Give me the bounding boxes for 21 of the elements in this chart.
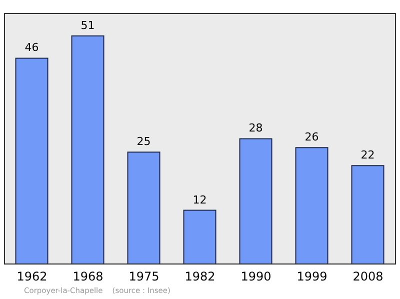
x-tick-label: 1982: [184, 270, 216, 284]
bar: [351, 165, 384, 264]
bar: [15, 58, 48, 264]
bar: [127, 152, 160, 264]
bar: [295, 147, 328, 264]
data-label: 22: [360, 148, 375, 162]
data-label: 46: [24, 41, 39, 54]
data-label: 25: [136, 135, 151, 148]
x-tick-label: 1999: [296, 270, 328, 284]
data-label: 26: [304, 130, 319, 144]
x-tick-label: 1962: [16, 270, 48, 284]
data-label: 51: [80, 18, 95, 32]
data-label: 28: [248, 122, 263, 135]
x-tick-label: 1990: [240, 270, 272, 284]
x-tick-label: 1975: [128, 270, 160, 284]
data-label: 12: [192, 193, 207, 206]
x-tick-label: 1968: [72, 270, 104, 284]
bar: [71, 35, 104, 264]
bar: [239, 138, 272, 264]
bar: [183, 210, 216, 264]
x-tick-label: 2008: [352, 270, 384, 284]
